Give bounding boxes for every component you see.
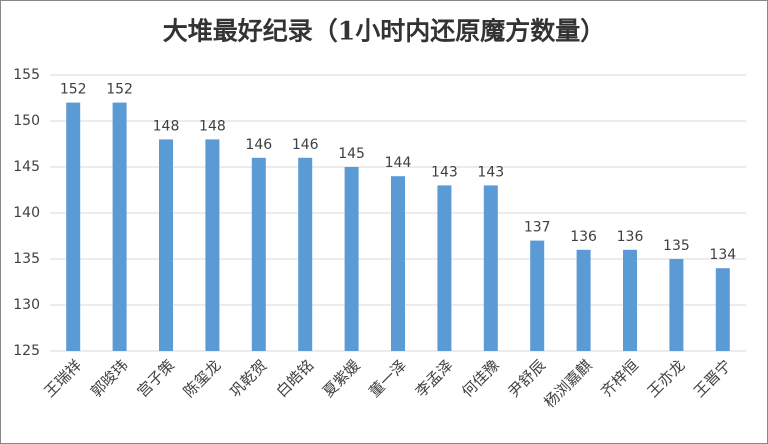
bar: [112, 102, 127, 351]
value-label: 146: [292, 137, 319, 153]
bar: [483, 185, 498, 351]
bar: [623, 249, 637, 351]
bar: [159, 139, 173, 351]
value-label: 143: [431, 164, 458, 180]
y-tick-label: 125: [13, 343, 40, 359]
value-label: 152: [60, 82, 87, 98]
chart-title: 大堆最好纪录（1小时内还原魔方数量）: [163, 17, 605, 46]
value-label: 152: [106, 82, 133, 98]
value-label: 143: [477, 164, 504, 180]
bar: [251, 157, 266, 351]
bar: [298, 157, 313, 351]
y-tick-label: 150: [13, 113, 40, 129]
y-tick-label: 155: [13, 67, 40, 83]
value-label: 144: [385, 155, 412, 171]
value-label: 134: [709, 247, 736, 263]
value-label: 148: [153, 118, 180, 134]
value-label: 148: [199, 118, 226, 134]
value-label: 135: [663, 238, 690, 254]
bar: [576, 249, 591, 351]
bar: [715, 268, 730, 351]
value-label: 136: [617, 229, 644, 245]
bar: [530, 240, 545, 351]
value-label: 136: [570, 229, 597, 245]
y-tick-label: 135: [13, 251, 40, 267]
value-label: 145: [338, 146, 365, 162]
bar: [669, 259, 684, 351]
bar: [66, 102, 81, 351]
value-label: 137: [524, 220, 551, 236]
bar: [205, 139, 220, 351]
y-tick-label: 130: [13, 297, 40, 313]
y-tick-label: 140: [13, 205, 40, 221]
y-tick-label: 145: [13, 159, 40, 175]
bar: [437, 185, 452, 351]
bar: [391, 176, 405, 351]
value-label: 146: [245, 137, 272, 153]
bar: [344, 167, 359, 351]
